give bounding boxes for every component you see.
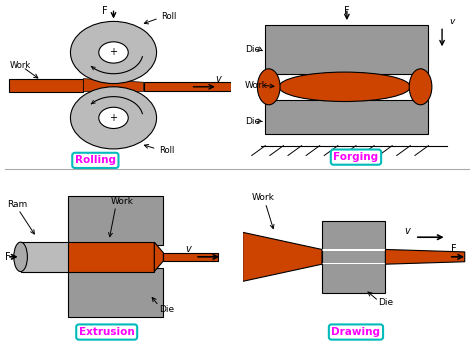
Text: F: F [451, 244, 457, 254]
Bar [68, 196, 164, 246]
Bar [68, 268, 164, 317]
Text: v: v [449, 17, 454, 26]
Text: Die: Die [245, 45, 260, 54]
Bar [144, 82, 231, 91]
Text: Extrusion: Extrusion [79, 327, 135, 337]
Text: v: v [185, 244, 191, 254]
Bar [265, 25, 428, 74]
Text: Die: Die [159, 305, 174, 314]
Ellipse shape [14, 242, 27, 272]
Polygon shape [155, 242, 164, 272]
Text: Work: Work [111, 197, 134, 206]
Bar [9, 79, 83, 92]
Polygon shape [385, 249, 465, 264]
Text: Work: Work [252, 194, 274, 202]
Text: Forging: Forging [333, 152, 379, 162]
Text: Roll: Roll [159, 146, 174, 155]
Text: Die: Die [379, 298, 394, 307]
Circle shape [71, 22, 156, 83]
Bar [322, 221, 385, 293]
Text: Rolling: Rolling [75, 155, 116, 166]
Text: Die: Die [245, 117, 260, 126]
Text: Roll: Roll [161, 12, 176, 21]
Bar [265, 100, 428, 134]
Text: Work: Work [245, 81, 268, 90]
Text: Drawing: Drawing [331, 327, 381, 337]
Bar [68, 242, 155, 272]
Text: v: v [216, 74, 221, 84]
Circle shape [99, 42, 128, 63]
Text: F: F [101, 6, 107, 16]
Text: F: F [344, 6, 350, 16]
Polygon shape [243, 232, 322, 281]
Text: v: v [405, 226, 410, 236]
Bar [20, 242, 71, 272]
Bar [322, 249, 385, 251]
Ellipse shape [409, 69, 432, 105]
Circle shape [99, 107, 128, 129]
Circle shape [71, 87, 156, 149]
Ellipse shape [257, 69, 280, 105]
Polygon shape [83, 79, 144, 92]
Text: F: F [101, 154, 107, 163]
Ellipse shape [279, 72, 410, 102]
Text: Ram: Ram [7, 200, 27, 209]
Bar [322, 263, 385, 264]
Text: +: + [109, 113, 118, 123]
Bar [164, 253, 218, 261]
Text: +: + [109, 48, 118, 57]
Text: F: F [5, 252, 10, 262]
Text: Work: Work [9, 61, 30, 70]
